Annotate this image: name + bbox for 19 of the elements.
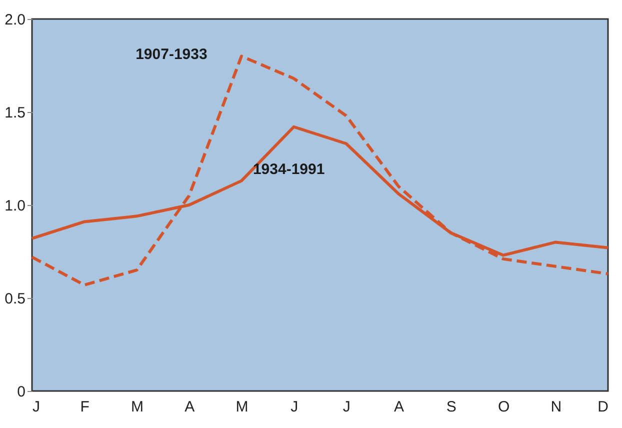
y-tick-label: 1.0: [4, 198, 26, 214]
x-tick-label: J: [342, 398, 350, 416]
x-tick-label: M: [236, 398, 248, 416]
y-tick-label: 1.5: [4, 104, 26, 122]
x-tick-label: N: [550, 398, 562, 416]
x-tick-label: F: [80, 398, 90, 416]
series-label: 1907-1933: [136, 46, 208, 64]
x-tick-label: A: [184, 398, 195, 416]
series-label: 1934-1991: [252, 160, 325, 178]
x-tick-label: O: [498, 398, 510, 416]
y-tick-label: 0.5: [4, 290, 26, 308]
x-tick-label: D: [598, 398, 609, 416]
y-tick-label: 2.0: [4, 12, 26, 28]
x-tick-label: J: [290, 398, 298, 416]
x-tick-label: J: [32, 398, 40, 416]
x-tick-label: S: [446, 398, 456, 416]
x-tick-label: A: [394, 398, 404, 416]
x-tick-label: M: [130, 398, 144, 416]
y-tick-label: 0: [17, 384, 26, 400]
